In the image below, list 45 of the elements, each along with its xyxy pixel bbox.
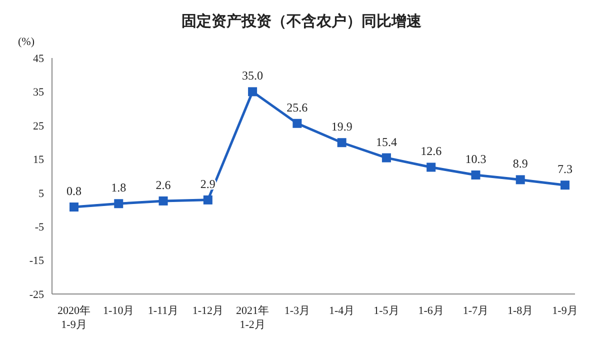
x-tick-label: 1-7月 — [462, 305, 489, 317]
point — [516, 175, 525, 184]
y-tick-label: -15 — [29, 255, 44, 268]
x-tick-label: 2020年 1-9月 — [58, 305, 90, 331]
x-tick-label: 1-3月 — [284, 305, 310, 317]
x-tick-label: 1-12月 — [192, 305, 224, 317]
y-tick-label: 45 — [33, 52, 44, 65]
point — [292, 118, 302, 128]
y-tick-label: 35 — [33, 86, 44, 99]
x-tick-label: 2021年 1-2月 — [236, 305, 270, 331]
point — [158, 196, 168, 206]
data-label: 7.3 — [558, 162, 572, 176]
chart-title: 固定资产投资（不含农户）同比增速 — [180, 11, 422, 32]
data-label: 25.6 — [286, 100, 308, 114]
point — [337, 138, 346, 148]
data-label: 19.9 — [331, 120, 352, 134]
point — [426, 162, 436, 172]
y-tick-label: 5 — [38, 188, 44, 200]
data-label: 12.6 — [420, 144, 442, 158]
x-tick-label: 1-6月 — [418, 305, 444, 317]
y-axis-title: (%) — [18, 36, 34, 48]
point — [203, 195, 212, 204]
x-tick-label: 1-10月 — [103, 305, 134, 317]
x-tick-label: 1-4月 — [328, 305, 355, 317]
point — [471, 170, 480, 180]
x-tick-label: 1-8月 — [508, 305, 534, 317]
x-tick-label: 1-11月 — [148, 305, 179, 317]
point — [114, 199, 124, 208]
y-tick-label: 25 — [33, 120, 44, 132]
data-label: 10.3 — [465, 152, 486, 166]
x-tick-label: 1-9月 — [552, 305, 578, 317]
point — [70, 202, 78, 212]
data-label: 35.0 — [242, 68, 264, 83]
data-label: 0.8 — [66, 184, 82, 198]
x-tick-label: 1-5月 — [374, 305, 400, 317]
data-label: 8.9 — [512, 156, 528, 171]
y-tick-label: -5 — [34, 221, 44, 234]
point — [560, 180, 570, 190]
point — [248, 87, 258, 96]
data-label: 15.4 — [376, 134, 397, 149]
point — [382, 153, 391, 162]
y-tick-label: -25 — [29, 288, 44, 301]
data-label: 1.8 — [111, 180, 126, 195]
data-label: 2.6 — [156, 178, 171, 192]
y-tick-label: 15 — [33, 154, 44, 166]
